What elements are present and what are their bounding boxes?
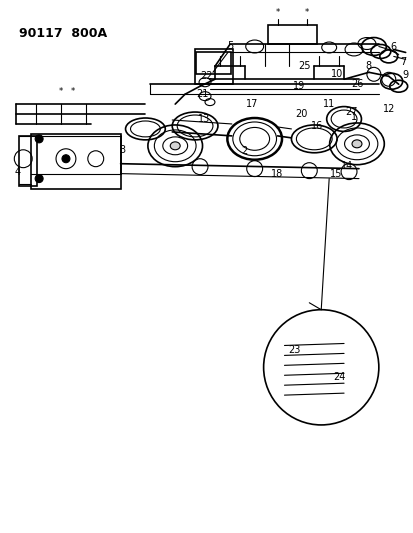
Text: 11: 11: [322, 99, 335, 109]
Text: 16: 16: [311, 121, 323, 131]
Text: 26: 26: [350, 79, 362, 89]
Text: 18: 18: [271, 168, 283, 179]
Ellipse shape: [170, 142, 180, 150]
Text: 4: 4: [14, 167, 20, 176]
Text: 19: 19: [292, 81, 305, 91]
Circle shape: [62, 155, 70, 163]
Bar: [31, 134, 120, 189]
Text: 3: 3: [119, 145, 125, 155]
Bar: [195, 50, 232, 84]
Text: 21: 21: [195, 89, 208, 99]
Text: 14: 14: [340, 160, 352, 171]
Text: *: *: [59, 87, 63, 96]
Bar: [267, 25, 316, 44]
Text: 10: 10: [330, 69, 342, 79]
Text: 12: 12: [382, 104, 394, 114]
Text: 9: 9: [401, 70, 408, 80]
Text: 13: 13: [197, 114, 210, 124]
Text: 25: 25: [297, 61, 310, 71]
Circle shape: [35, 175, 43, 183]
Text: 2: 2: [241, 146, 247, 156]
Text: 17: 17: [245, 99, 257, 109]
Bar: [19, 136, 37, 185]
Text: *: *: [275, 7, 279, 17]
Text: 15: 15: [329, 168, 342, 179]
Text: 27: 27: [344, 107, 356, 117]
Text: 24: 24: [332, 372, 344, 382]
Ellipse shape: [351, 140, 361, 148]
Text: 6: 6: [390, 43, 396, 52]
Text: 8: 8: [365, 61, 371, 71]
Text: 22: 22: [200, 71, 213, 82]
Bar: [196, 52, 230, 74]
Text: 5: 5: [226, 42, 233, 52]
Text: *: *: [71, 87, 75, 96]
Text: 23: 23: [287, 345, 300, 356]
Text: 1: 1: [350, 112, 356, 122]
Text: 90117  800A: 90117 800A: [19, 27, 107, 39]
Text: 7: 7: [400, 58, 406, 67]
Text: 20: 20: [294, 109, 307, 119]
Text: *: *: [304, 7, 309, 17]
Circle shape: [35, 135, 43, 143]
